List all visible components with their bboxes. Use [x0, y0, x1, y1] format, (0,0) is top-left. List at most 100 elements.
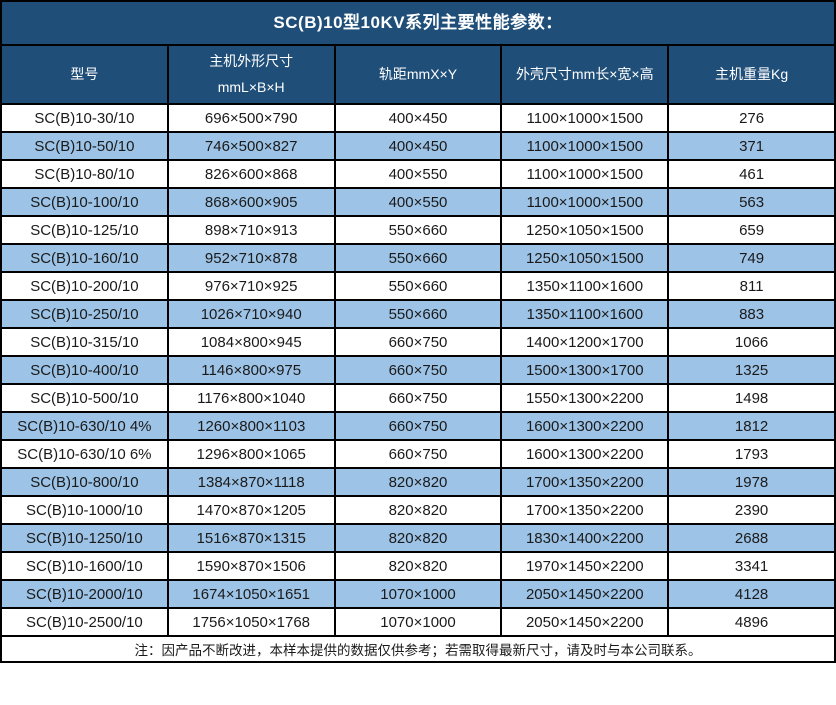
table-row: SC(B)10-630/10 6% 1296×800×1065 660×750 160… [0, 439, 836, 469]
table-cell: 400×550 [333, 159, 503, 189]
table-cell: SC(B)10-2000/10 [0, 579, 169, 609]
table-cell: 400×550 [333, 187, 503, 217]
table-cell: SC(B)10-1250/10 [0, 523, 169, 553]
table-cell: 1296×800×1065 [166, 439, 336, 469]
column-header-rail-gauge: 轨距mmX×Y [333, 44, 503, 105]
table-cell: 868×600×905 [166, 187, 336, 217]
table-row: SC(B)10-400/10 1146×800×975 660×750 1500×13… [0, 355, 836, 385]
table-row: SC(B)10-500/10 1176×800×1040 660×750 1550×1… [0, 383, 836, 413]
table-cell: 4128 [667, 579, 836, 609]
table-cell: 1793 [667, 439, 836, 469]
page-title: SC(B)10型10KV系列主要性能参数： [0, 0, 836, 44]
table-cell: SC(B)10-400/10 [0, 355, 169, 385]
table-cell: 826×600×868 [166, 159, 336, 189]
table-cell: 550×660 [333, 215, 503, 245]
table-row: SC(B)10-1000/10 1470×870×1205 820×820 1700×… [0, 495, 836, 525]
table-cell: 563 [667, 187, 836, 217]
table-cell: 820×820 [333, 495, 503, 525]
table-row: SC(B)10-100/10 868×600×905 400×550 1100×100… [0, 187, 836, 217]
table-cell: SC(B)10-630/10 6% [0, 439, 169, 469]
table-cell: SC(B)10-125/10 [0, 215, 169, 245]
table-cell: 461 [667, 159, 836, 189]
table-row: SC(B)10-250/10 1026×710×940 550×660 1350×11… [0, 299, 836, 329]
table-cell: 1070×1000 [333, 607, 503, 637]
spec-table: 型号 主机外形尺寸 mmL×B×H 轨距mmX×Y 外壳尺寸mm长×宽×高 主机… [0, 44, 836, 663]
table-cell: 1084×800×945 [166, 327, 336, 357]
table-row: SC(B)10-2000/10 1674×1050×1651 1070×1000 20… [0, 579, 836, 609]
table-cell: 1146×800×975 [166, 355, 336, 385]
table-cell: 1812 [667, 411, 836, 441]
table-cell: 820×820 [333, 523, 503, 553]
table-cell: 660×750 [333, 327, 503, 357]
table-cell: 400×450 [333, 131, 503, 161]
table-cell: SC(B)10-50/10 [0, 131, 169, 161]
table-row: SC(B)10-160/10 952×710×878 550×660 1250×105… [0, 243, 836, 273]
table-cell: 2050×1450×2200 [500, 579, 670, 609]
table-cell: 820×820 [333, 551, 503, 581]
table-cell: 1384×870×1118 [166, 467, 336, 497]
table-cell: 2390 [667, 495, 836, 525]
table-cell: 1550×1300×2200 [500, 383, 670, 413]
table-row: SC(B)10-1600/10 1590×870×1506 820×820 1970×… [0, 551, 836, 581]
table-cell: 1250×1050×1500 [500, 215, 670, 245]
table-cell: 898×710×913 [166, 215, 336, 245]
table-row: SC(B)10-200/10 976×710×925 550×660 1350×110… [0, 271, 836, 301]
table-cell: 3341 [667, 551, 836, 581]
table-cell: 550×660 [333, 299, 503, 329]
footer-note: 注：因产品不断改进，本样本提供的数据仅供参考；若需取得最新尺寸，请及时与本公司联… [0, 635, 836, 663]
table-row: SC(B)10-50/10 746×500×827 400×450 1100×1000… [0, 131, 836, 161]
table-row: SC(B)10-30/10 696×500×790 400×450 1100×1000… [0, 103, 836, 133]
table-cell: 660×750 [333, 355, 503, 385]
table-cell: 1066 [667, 327, 836, 357]
table-cell: 1325 [667, 355, 836, 385]
table-cell: SC(B)10-160/10 [0, 243, 169, 273]
table-cell: 1350×1100×1600 [500, 299, 670, 329]
column-header-model: 型号 [0, 44, 169, 105]
table-cell: SC(B)10-800/10 [0, 467, 169, 497]
table-cell: 1600×1300×2200 [500, 411, 670, 441]
table-cell: 952×710×878 [166, 243, 336, 273]
table-row: SC(B)10-2500/10 1756×1050×1768 1070×1000 20… [0, 607, 836, 637]
footer-row: 注：因产品不断改进，本样本提供的数据仅供参考；若需取得最新尺寸，请及时与本公司联… [0, 635, 836, 663]
table-cell: 820×820 [333, 467, 503, 497]
table-cell: 1026×710×940 [166, 299, 336, 329]
table-cell: 1498 [667, 383, 836, 413]
table-cell: 1350×1100×1600 [500, 271, 670, 301]
table-cell: 1070×1000 [333, 579, 503, 609]
table-cell: 1260×800×1103 [166, 411, 336, 441]
table-cell: 1250×1050×1500 [500, 243, 670, 273]
table-cell: 1700×1350×2200 [500, 495, 670, 525]
column-header-host-weight: 主机重量Kg [667, 44, 836, 105]
table-row: SC(B)10-315/10 1084×800×945 660×750 1400×12… [0, 327, 836, 357]
table-cell: 1674×1050×1651 [166, 579, 336, 609]
table-cell: 1970×1450×2200 [500, 551, 670, 581]
table-cell: 1100×1000×1500 [500, 131, 670, 161]
header-row: 型号 主机外形尺寸 mmL×B×H 轨距mmX×Y 外壳尺寸mm长×宽×高 主机… [0, 44, 836, 105]
table-cell: 749 [667, 243, 836, 273]
table-cell: 1830×1400×2200 [500, 523, 670, 553]
table-cell: SC(B)10-250/10 [0, 299, 169, 329]
table-cell: 1600×1300×2200 [500, 439, 670, 469]
table-cell: 1500×1300×1700 [500, 355, 670, 385]
table-cell: 811 [667, 271, 836, 301]
table-cell: 660×750 [333, 383, 503, 413]
table-cell: 1516×870×1315 [166, 523, 336, 553]
table-cell: 696×500×790 [166, 103, 336, 133]
table-cell: 4896 [667, 607, 836, 637]
table-cell: SC(B)10-1600/10 [0, 551, 169, 581]
table-row: SC(B)10-800/10 1384×870×1118 820×820 1700×1… [0, 467, 836, 497]
table-cell: 976×710×925 [166, 271, 336, 301]
table-row: SC(B)10-80/10 826×600×868 400×550 1100×1000… [0, 159, 836, 189]
table-cell: 660×750 [333, 411, 503, 441]
table-row: SC(B)10-1250/10 1516×870×1315 820×820 1830×… [0, 523, 836, 553]
table-body: SC(B)10-30/10 696×500×790 400×450 1100×1000… [0, 103, 836, 637]
table-cell: 746×500×827 [166, 131, 336, 161]
table-cell: SC(B)10-80/10 [0, 159, 169, 189]
table-cell: 1470×870×1205 [166, 495, 336, 525]
column-header-host-dimensions: 主机外形尺寸 mmL×B×H [166, 44, 336, 105]
table-row: SC(B)10-630/10 4% 1260×800×1103 660×750 160… [0, 411, 836, 441]
table-cell: 1100×1000×1500 [500, 103, 670, 133]
table-cell: SC(B)10-200/10 [0, 271, 169, 301]
table-cell: 400×450 [333, 103, 503, 133]
